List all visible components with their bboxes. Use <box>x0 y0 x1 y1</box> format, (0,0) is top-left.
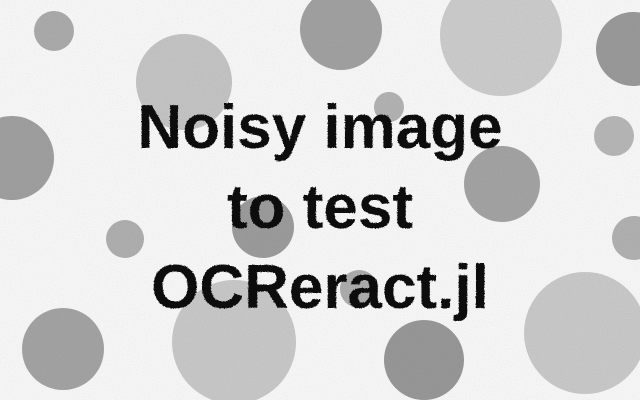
background-circle <box>384 320 464 400</box>
main-text: Noisy image to test OCReract.jl <box>0 88 640 328</box>
background-circle <box>34 11 74 51</box>
background-circle <box>440 0 562 96</box>
text-line-1: Noisy image <box>137 93 503 162</box>
text-line-3: OCReract.jl <box>151 253 489 322</box>
text-line-2: to test <box>227 173 413 242</box>
background-circle <box>596 12 640 86</box>
background-circle <box>300 0 382 70</box>
